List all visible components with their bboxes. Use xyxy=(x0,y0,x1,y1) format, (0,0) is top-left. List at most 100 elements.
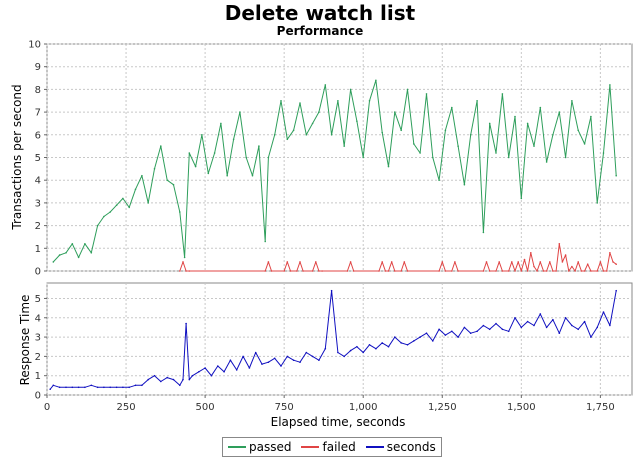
point-passed-89 xyxy=(609,84,611,86)
point-failed-30 xyxy=(441,261,444,263)
point-seconds-87 xyxy=(583,320,586,323)
point-failed-63 xyxy=(577,261,579,263)
point-failed-68 xyxy=(596,270,598,272)
point-passed-90 xyxy=(615,174,617,177)
point-seconds-12 xyxy=(122,386,124,389)
point-failed-60 xyxy=(568,270,570,272)
xtick-label-1: 250 xyxy=(117,402,136,413)
point-seconds-19 xyxy=(166,376,168,379)
point-seconds-25 xyxy=(191,374,194,377)
point-failed-36 xyxy=(485,261,488,263)
point-failed-52 xyxy=(542,270,545,272)
top-ytick-label-9: 9 xyxy=(35,62,41,73)
point-passed-53 xyxy=(381,131,384,134)
point-failed-46 xyxy=(523,258,526,261)
point-failed-61 xyxy=(571,265,573,268)
point-passed-63 xyxy=(444,129,447,132)
point-seconds-66 xyxy=(451,330,453,333)
point-passed-65 xyxy=(457,145,459,147)
point-failed-66 xyxy=(586,263,589,266)
point-failed-73 xyxy=(612,261,614,263)
point-failed-26 xyxy=(400,270,403,272)
point-seconds-75 xyxy=(507,330,510,333)
legend-item-passed: passed xyxy=(228,440,291,454)
point-seconds-18 xyxy=(160,380,162,383)
point-seconds-50 xyxy=(349,349,352,352)
point-seconds-49 xyxy=(343,355,346,358)
xtick-label-4: 1,000 xyxy=(349,402,378,413)
point-passed-55 xyxy=(394,111,396,113)
point-seconds-31 xyxy=(229,359,232,362)
point-seconds-77 xyxy=(520,326,523,329)
point-seconds-44 xyxy=(311,355,314,358)
point-passed-30 xyxy=(239,111,241,113)
point-seconds-82 xyxy=(552,318,554,321)
point-passed-43 xyxy=(318,111,320,113)
bottom-panel: 0 1 2 3 4 5 xyxy=(35,282,633,402)
point-passed-34 xyxy=(264,240,267,243)
point-seconds-54 xyxy=(375,347,377,350)
point-failed-47 xyxy=(526,270,529,272)
bottom-ytick-label-1: 1 xyxy=(35,371,41,382)
point-failed-71 xyxy=(605,270,608,272)
point-seconds-89 xyxy=(596,326,598,329)
point-seconds-39 xyxy=(280,365,282,367)
point-passed-8 xyxy=(103,215,105,218)
point-passed-26 xyxy=(213,152,216,154)
point-passed-24 xyxy=(201,134,203,136)
point-passed-82 xyxy=(564,156,567,159)
point-seconds-0 xyxy=(49,388,51,391)
point-seconds-81 xyxy=(545,326,548,329)
top-ytick-label-8: 8 xyxy=(35,85,41,96)
point-passed-79 xyxy=(545,161,548,163)
point-seconds-59 xyxy=(406,344,409,346)
point-passed-18 xyxy=(166,179,168,181)
point-failed-74 xyxy=(615,263,617,266)
point-passed-81 xyxy=(558,111,561,113)
point-passed-13 xyxy=(134,188,137,191)
point-passed-56 xyxy=(400,129,403,132)
point-failed-41 xyxy=(507,270,510,272)
point-seconds-17 xyxy=(153,374,156,377)
top-ytick-label-4: 4 xyxy=(35,176,41,187)
point-seconds-71 xyxy=(482,324,485,327)
point-seconds-64 xyxy=(438,328,440,331)
point-seconds-58 xyxy=(400,342,403,344)
point-seconds-11 xyxy=(115,386,118,389)
point-passed-84 xyxy=(577,129,579,132)
point-seconds-78 xyxy=(526,320,529,323)
point-failed-24 xyxy=(390,261,393,263)
point-passed-58 xyxy=(413,143,415,145)
point-failed-33 xyxy=(454,261,456,263)
point-seconds-68 xyxy=(463,326,466,329)
point-passed-0 xyxy=(52,261,55,263)
point-seconds-57 xyxy=(394,336,396,338)
point-seconds-55 xyxy=(381,342,384,344)
point-failed-13 xyxy=(311,270,314,272)
point-failed-56 xyxy=(555,270,557,272)
y-axis-label-bottom: Response Time xyxy=(18,295,32,386)
point-failed-42 xyxy=(511,261,513,263)
point-seconds-7 xyxy=(90,384,93,387)
point-seconds-20 xyxy=(172,378,175,381)
point-passed-72 xyxy=(501,93,504,95)
point-failed-9 xyxy=(289,270,292,272)
legend-label-seconds: seconds xyxy=(386,440,436,454)
y-axis-label-top: Transactions per second xyxy=(10,84,24,230)
xtick-label-3: 750 xyxy=(275,402,294,413)
x-axis: 0 250 500 750 1,000 1,250 1,500 1,750 xyxy=(44,395,615,413)
point-passed-4 xyxy=(77,256,80,259)
point-seconds-47 xyxy=(330,289,333,292)
point-failed-8 xyxy=(286,261,289,263)
legend-swatch-failed xyxy=(301,446,320,448)
point-passed-50 xyxy=(362,156,365,159)
point-seconds-61 xyxy=(419,336,421,338)
point-seconds-6 xyxy=(84,386,86,389)
point-failed-58 xyxy=(561,261,564,263)
point-failed-65 xyxy=(583,270,586,272)
point-seconds-10 xyxy=(109,386,111,389)
point-failed-54 xyxy=(549,261,551,263)
legend-swatch-passed xyxy=(228,446,246,448)
point-passed-11 xyxy=(122,197,124,200)
point-seconds-16 xyxy=(147,378,149,381)
